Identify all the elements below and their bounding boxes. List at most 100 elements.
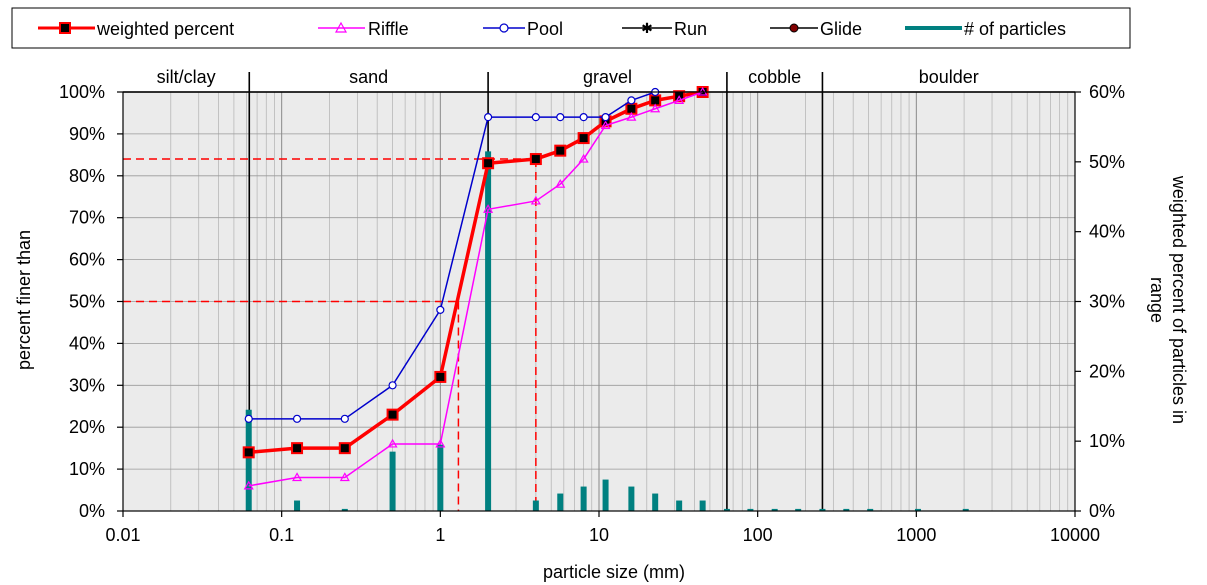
size-class-label-3: cobble xyxy=(748,67,801,87)
x-axis-label: particle size (mm) xyxy=(543,562,685,582)
particle-bar xyxy=(843,508,850,511)
legend-label-weighted-percent: weighted percent xyxy=(96,19,234,39)
legend-item-pool: Pool xyxy=(483,19,563,39)
particle-bar xyxy=(628,486,635,511)
y-tick-label: 80% xyxy=(69,166,105,186)
particle-bar xyxy=(676,500,683,511)
y2-tick-label: 0% xyxy=(1089,501,1115,521)
svg-text:✱: ✱ xyxy=(641,20,653,36)
x-tick-label: 1 xyxy=(435,525,445,545)
particle-bar xyxy=(867,508,874,511)
legend-label-riffle: Riffle xyxy=(368,19,409,39)
particle-bar xyxy=(914,508,921,511)
size-class-labels: silt/clay sand gravel cobble boulder xyxy=(157,67,979,87)
point-pool xyxy=(483,113,493,122)
point-riffle xyxy=(674,95,685,104)
point-pool xyxy=(531,113,540,122)
particle-bar xyxy=(294,500,301,511)
y-tick-label: 0% xyxy=(79,501,105,521)
y-axis-label: percent finer than xyxy=(14,230,34,370)
point-riffle xyxy=(243,480,254,490)
x-tick-label: 10000 xyxy=(1050,525,1100,545)
particle-bar xyxy=(389,451,396,511)
particle-bar xyxy=(341,508,348,511)
particle-bar xyxy=(485,151,492,511)
size-class-label-1: sand xyxy=(349,67,388,87)
y-tick-label: 30% xyxy=(69,375,105,395)
point-weighted-percent xyxy=(529,153,542,166)
y-tick-label: 100% xyxy=(59,82,105,102)
particle-bar xyxy=(602,479,609,511)
point-riffle xyxy=(530,195,541,205)
series-line-pool xyxy=(248,91,656,420)
particle-bar xyxy=(747,508,754,511)
particle-bar xyxy=(245,409,252,511)
point-pool xyxy=(436,305,445,314)
y2-tick-label: 10% xyxy=(1089,431,1125,451)
point-weighted-percent xyxy=(577,132,590,145)
y-tick-label: 90% xyxy=(69,124,105,144)
point-pool xyxy=(579,113,588,122)
x-tick-label: 100 xyxy=(743,525,773,545)
y2-tick-label: 60% xyxy=(1089,82,1125,102)
series-line-riffle xyxy=(248,91,703,487)
y-tick-label: 70% xyxy=(69,208,105,228)
x-tick-label: 1000 xyxy=(896,525,936,545)
particle-bar xyxy=(819,508,826,511)
particle-bar xyxy=(699,500,706,511)
size-class-label-4: boulder xyxy=(919,67,979,87)
point-pool xyxy=(627,96,636,105)
legend-label-pool: Pool xyxy=(527,19,563,39)
y2-tick-label: 40% xyxy=(1089,222,1125,242)
point-pool xyxy=(292,414,302,423)
point-weighted-percent xyxy=(242,446,255,459)
point-riffle xyxy=(435,438,446,448)
y2-axis-label-line1: weighted percent of particles in xyxy=(1169,175,1189,424)
y-tick-label: 40% xyxy=(69,333,105,353)
point-weighted-percent xyxy=(386,408,399,421)
particle-bar xyxy=(771,508,778,511)
point-riffle xyxy=(600,120,611,130)
particle-bar xyxy=(962,508,969,511)
point-riffle xyxy=(339,472,350,482)
legend: weighted percent Riffle Pool ✱ Run Glide… xyxy=(11,7,1131,49)
x-tick-labels: 0.01 0.1 1 10 100 1000 10000 xyxy=(105,525,1100,545)
point-riffle xyxy=(650,103,661,113)
axes xyxy=(117,91,1081,517)
x-tick-label: 0.01 xyxy=(105,525,140,545)
point-pool xyxy=(244,414,253,423)
particle-bar xyxy=(580,486,587,511)
legend-item-weighted-percent: weighted percent xyxy=(38,19,234,39)
y-tick-label: 60% xyxy=(69,250,105,270)
particle-bar xyxy=(532,500,539,511)
y2-axis-label-line2: range xyxy=(1147,277,1167,323)
point-weighted-percent xyxy=(554,144,567,157)
x-tick-label: 0.1 xyxy=(269,525,294,545)
point-riffle xyxy=(626,111,637,121)
point-weighted-percent xyxy=(434,370,447,383)
y-tick-labels: 0% 10% 20% 30% 40% 50% 60% 70% 80% 90% 100% xyxy=(59,82,105,521)
y2-tick-label: 20% xyxy=(1089,361,1125,381)
point-pool xyxy=(556,113,565,122)
particle-bar xyxy=(437,444,444,511)
point-pool xyxy=(340,414,349,423)
point-pool xyxy=(388,381,397,390)
y2-tick-label: 50% xyxy=(1089,152,1125,172)
y-tick-label: 50% xyxy=(69,292,105,312)
legend-item-run: ✱ Run xyxy=(622,19,707,39)
particle-bar xyxy=(795,508,802,511)
point-riffle xyxy=(555,178,566,188)
point-riffle xyxy=(483,204,494,213)
legend-item-riffle: Riffle xyxy=(318,19,409,39)
point-weighted-percent xyxy=(291,442,304,455)
point-riffle xyxy=(387,438,398,448)
series-lines xyxy=(242,86,709,490)
legend-item-particles: # of particles xyxy=(905,19,1066,39)
legend-label-glide: Glide xyxy=(820,19,862,39)
point-weighted-percent xyxy=(338,442,351,455)
point-riffle xyxy=(578,153,589,163)
particle-bar xyxy=(723,508,730,511)
legend-label-particles: # of particles xyxy=(964,19,1066,39)
y-tick-label: 10% xyxy=(69,459,105,479)
